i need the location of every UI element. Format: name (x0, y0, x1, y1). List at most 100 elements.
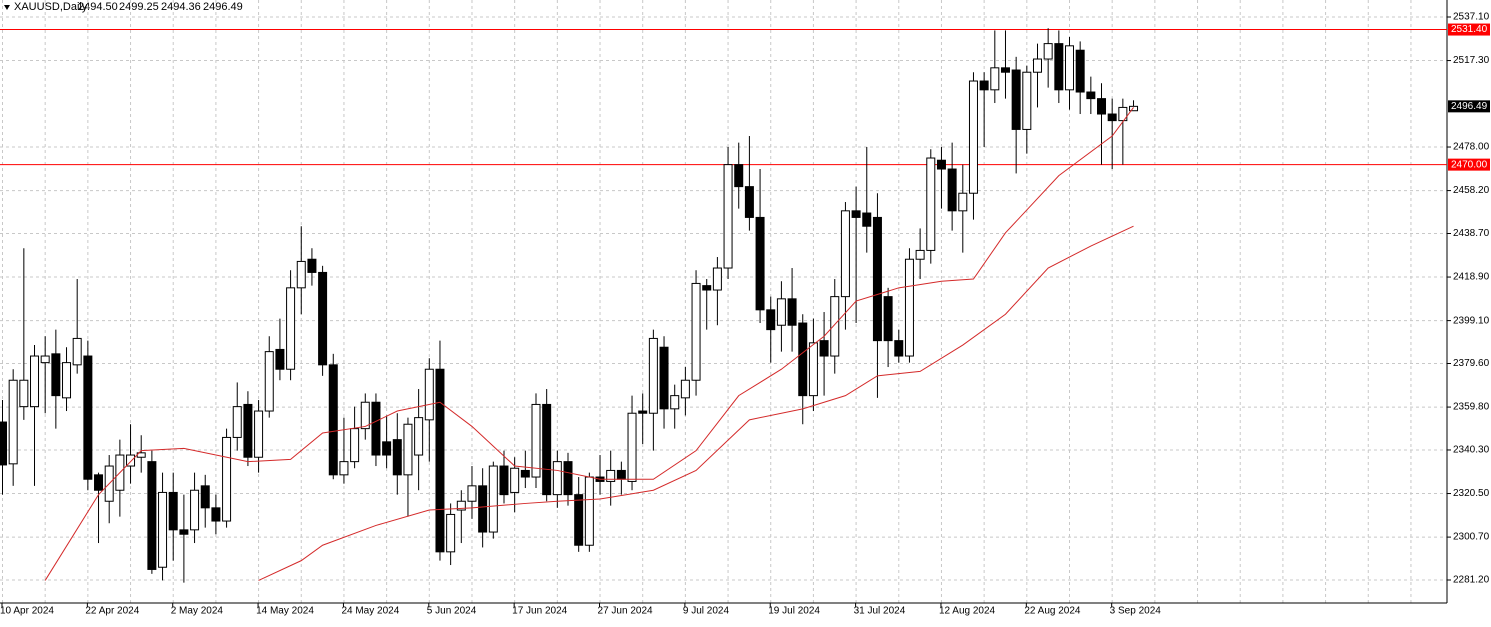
candle-body (958, 192, 968, 212)
candle-body (542, 403, 552, 496)
candle-body (126, 454, 136, 467)
candle-body (286, 287, 296, 370)
candle-body (787, 298, 797, 326)
candle-body (30, 355, 40, 408)
y-tick-label: 2320.50 (1453, 488, 1490, 499)
header-price: 2494.50 (78, 1, 118, 13)
candle-body (862, 212, 872, 227)
candle-body (776, 298, 786, 326)
candle-body (254, 410, 264, 458)
y-tick-label: 2300.70 (1453, 532, 1490, 543)
candle-body (296, 260, 306, 289)
candle-body (606, 469, 616, 482)
candle-body (200, 485, 210, 509)
candle-body (1054, 43, 1064, 91)
candle-body (510, 467, 520, 493)
candle-body (350, 428, 360, 463)
candle-body (488, 465, 498, 533)
last-price-box (1448, 100, 1490, 113)
candle-body (723, 164, 733, 269)
candle-body (744, 186, 754, 218)
y-tick-label: 2359.80 (1453, 402, 1490, 413)
candle-body (190, 489, 200, 531)
y-tick-label: 2438.70 (1453, 228, 1490, 239)
candle-body (232, 406, 242, 438)
candle-body (648, 337, 658, 414)
candle-body (808, 342, 818, 397)
menu-arrow[interactable] (4, 5, 10, 10)
x-tick-label: 31 Jul 2024 (854, 606, 906, 617)
x-tick-label: 9 Jul 2024 (683, 606, 730, 617)
level-label-box (1448, 23, 1490, 36)
candle-body (1086, 91, 1096, 100)
candle-body (830, 296, 840, 357)
candle-body (872, 216, 882, 342)
candle-body (339, 461, 349, 476)
header-price: 2499.25 (119, 1, 159, 13)
candle-body (926, 157, 936, 251)
candle-body (520, 469, 530, 478)
candle-body (584, 476, 594, 546)
chart-title: XAUUSD,Daily (14, 1, 88, 13)
y-tick-label: 2379.60 (1453, 358, 1490, 369)
y-tick-label: 2418.90 (1453, 272, 1490, 283)
x-tick-label: 22 Apr 2024 (85, 606, 139, 617)
candle-body (62, 362, 72, 399)
candle-body (414, 417, 424, 456)
y-tick-label: 2537.10 (1453, 12, 1490, 23)
candle-body (147, 461, 157, 570)
y-tick-label: 2478.00 (1453, 142, 1490, 153)
candle-body (424, 368, 434, 421)
candle-body (307, 258, 317, 273)
x-tick-label: 3 Sep 2024 (1110, 606, 1162, 617)
candle-body (158, 491, 168, 568)
candle-body (83, 355, 93, 480)
y-tick-label: 2399.10 (1453, 315, 1490, 326)
x-tick-label: 12 Aug 2024 (939, 606, 996, 617)
candle-body (1032, 58, 1042, 73)
header-price: 2494.36 (161, 1, 201, 13)
candle-body (392, 439, 402, 476)
candle-body (264, 351, 274, 412)
candle-body (1097, 98, 1107, 115)
candle-body (0, 421, 7, 466)
last-price-label: 2496.49 (1451, 101, 1488, 112)
candle-body (798, 322, 808, 397)
candle-body (328, 364, 338, 476)
candle-body (915, 249, 925, 260)
candle-body (1118, 106, 1128, 122)
candle-body (670, 395, 680, 410)
candle-body (979, 80, 989, 91)
average-line (44, 107, 1134, 581)
candle-body (478, 485, 488, 533)
x-tick-label: 27 Jun 2024 (598, 606, 653, 617)
candle-body (382, 441, 392, 456)
candle-body (222, 436, 232, 522)
candle-body (904, 258, 914, 357)
candle-body (1065, 45, 1074, 91)
x-tick-label: 24 May 2024 (341, 606, 399, 617)
candle-body (638, 410, 648, 414)
candle-body (947, 168, 957, 212)
candle-body (168, 491, 178, 531)
candle-body (275, 348, 285, 370)
candle-body (936, 159, 946, 170)
candle-body (616, 469, 626, 480)
x-tick-label: 19 Jul 2024 (768, 606, 820, 617)
candle-body (456, 500, 466, 511)
level-label: 2470.00 (1451, 159, 1488, 170)
level-label: 2531.40 (1451, 24, 1488, 35)
candle-body (734, 164, 744, 188)
y-tick-label: 2458.20 (1453, 185, 1490, 196)
candle-body (851, 210, 861, 218)
candle-body (1022, 71, 1032, 130)
candle-body (1075, 49, 1085, 93)
candle-body (8, 379, 18, 465)
candle-body (894, 340, 904, 357)
candle-body (552, 461, 562, 496)
candle-body (40, 355, 50, 364)
y-tick-label: 2340.30 (1453, 445, 1490, 456)
candle-body (702, 285, 712, 291)
candle-body (766, 309, 776, 331)
